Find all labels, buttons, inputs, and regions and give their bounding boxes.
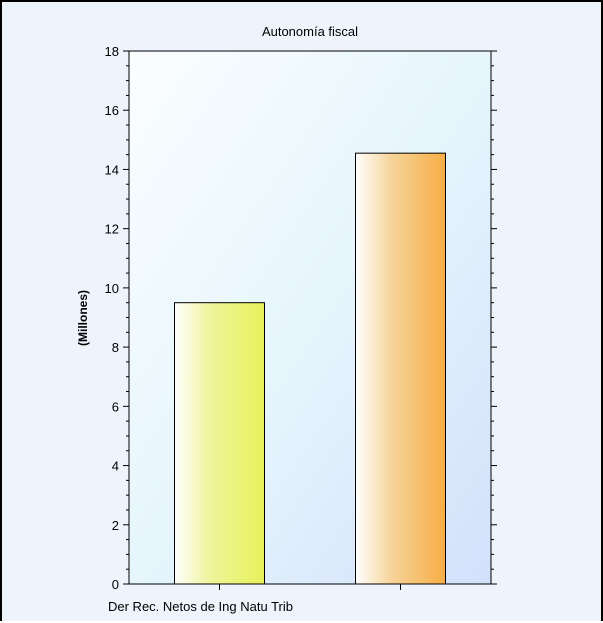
bars-group — [174, 152, 446, 585]
y-tick-label: 16 — [105, 103, 119, 118]
y-tick-label: 6 — [112, 399, 119, 414]
y-tick-label: 10 — [105, 281, 119, 296]
y-tick-label: 4 — [112, 459, 119, 474]
y-tick-label: 12 — [105, 222, 119, 237]
y-axis-title: (Millones) — [76, 290, 90, 346]
y-tick-label: 2 — [112, 518, 119, 533]
y-axis: 0 2 4 6 8 10 12 14 16 18 — [105, 44, 497, 592]
bar — [355, 152, 446, 585]
y-tick-label: 14 — [105, 162, 119, 177]
chart-title: Autonomía fiscal — [262, 24, 358, 39]
x-tick-label: Der Rec. Netos de Ing Natu Trib — [108, 599, 293, 614]
bar — [174, 302, 265, 585]
x-axis: Der Rec. Netos de Ing Natu Trib — [108, 584, 401, 614]
y-tick-label: 8 — [112, 340, 119, 355]
y-tick-label: 18 — [105, 44, 119, 59]
y-tick-label: 0 — [112, 577, 119, 592]
